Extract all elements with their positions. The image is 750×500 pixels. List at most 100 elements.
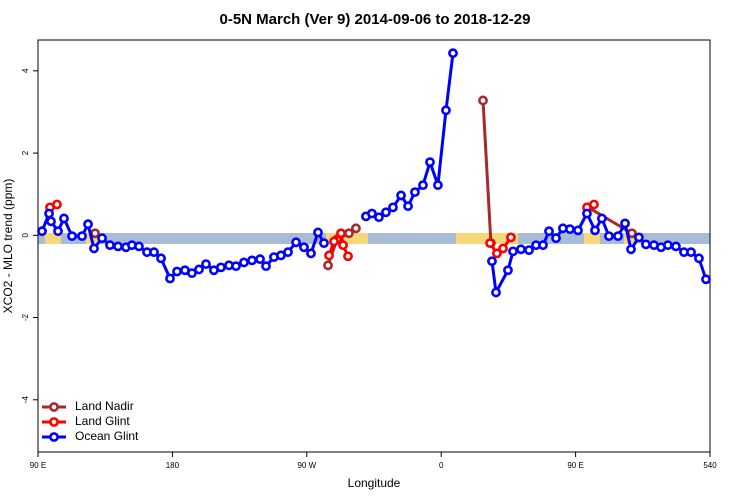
data-point — [239, 257, 249, 268]
data-point — [410, 187, 420, 198]
y-tick-label: 4 — [21, 68, 30, 73]
data-point — [381, 207, 391, 218]
data-point — [565, 224, 575, 235]
land-segment — [624, 233, 640, 244]
data-point — [231, 261, 241, 272]
y-tick-label: -4 — [21, 396, 30, 404]
land-segment — [584, 233, 600, 244]
data-point — [77, 231, 87, 242]
x-tick-label: 90 W — [297, 461, 316, 470]
data-point — [508, 246, 518, 257]
y-tick-label: 2 — [21, 150, 30, 155]
data-point — [626, 244, 636, 255]
data-point — [613, 231, 623, 242]
plot-frame — [37, 39, 711, 453]
data-point — [97, 233, 107, 244]
x-axis-label: Longitude — [348, 476, 401, 490]
legend-label: Land Nadir — [75, 399, 134, 413]
data-point — [194, 264, 204, 275]
data-point — [172, 266, 182, 277]
data-point — [433, 180, 443, 191]
data-point — [478, 95, 488, 106]
data-point — [441, 105, 451, 116]
data-point — [319, 238, 329, 249]
data-point — [524, 245, 534, 256]
y-axis-label: XCO2 - MLO trend (ppm) — [1, 179, 15, 314]
land-segment — [456, 233, 518, 244]
data-point — [396, 190, 406, 201]
x-tick-label: 0 — [439, 461, 444, 470]
data-point — [485, 238, 495, 249]
data-point — [582, 208, 592, 219]
data-point — [374, 212, 384, 223]
data-point — [53, 226, 63, 237]
x-tick-label: 90 E — [567, 461, 583, 470]
data-point — [551, 233, 561, 244]
land-segment — [45, 233, 61, 244]
data-point — [367, 208, 377, 219]
data-point — [306, 248, 316, 259]
data-point — [388, 202, 398, 213]
legend-label: Land Glint — [75, 414, 130, 428]
data-point — [425, 157, 435, 168]
data-point — [89, 243, 99, 254]
data-point — [662, 240, 673, 251]
legend-label: Ocean Glint — [75, 429, 139, 443]
data-point — [343, 251, 353, 262]
data-point — [165, 273, 175, 284]
data-point — [544, 226, 554, 237]
data-point — [134, 241, 144, 252]
data-point — [299, 242, 309, 253]
surface-band — [38, 233, 710, 244]
data-point — [52, 199, 62, 210]
data-point — [187, 268, 197, 279]
data-point — [338, 240, 348, 251]
data-point — [324, 250, 334, 261]
data-point — [403, 201, 413, 212]
data-point — [604, 231, 614, 242]
data-point — [694, 253, 704, 264]
data-point — [37, 226, 47, 237]
data-point — [336, 228, 346, 239]
x-tick-label: 540 — [703, 461, 717, 470]
data-point — [641, 239, 651, 250]
data-point — [671, 241, 681, 252]
data-point — [487, 256, 497, 267]
chart-title: 0-5N March (Ver 9) 2014-09-06 to 2018-12… — [219, 11, 530, 28]
data-point — [344, 228, 354, 239]
data-point — [620, 218, 630, 229]
data-point — [538, 240, 548, 251]
data-point — [448, 48, 458, 59]
legend-marker — [49, 402, 59, 412]
y-tick-label: -2 — [21, 313, 30, 321]
data-point — [291, 237, 301, 248]
data-point — [313, 227, 323, 238]
data-point — [589, 199, 599, 210]
data-point — [492, 248, 502, 259]
data-point — [105, 240, 115, 251]
y-tick-label: 0 — [21, 233, 30, 238]
data-point — [503, 265, 513, 276]
data-point — [201, 259, 211, 269]
data-point — [83, 219, 93, 230]
data-point — [113, 241, 123, 252]
data-point — [590, 225, 600, 236]
data-point — [491, 287, 501, 298]
data-point — [261, 261, 271, 272]
data-point — [516, 244, 526, 255]
legend-marker — [49, 417, 59, 427]
data-point — [255, 254, 265, 265]
data-point — [506, 232, 516, 243]
x-tick-label: 180 — [166, 461, 180, 470]
data-point — [323, 260, 333, 271]
data-point — [351, 223, 361, 234]
data-point — [498, 243, 508, 254]
legend-marker — [49, 432, 59, 442]
data-point — [329, 236, 339, 247]
data-point — [46, 216, 56, 227]
data-point — [90, 228, 100, 239]
data-point — [418, 180, 428, 191]
data-point — [67, 231, 77, 242]
land-segment — [326, 233, 368, 244]
